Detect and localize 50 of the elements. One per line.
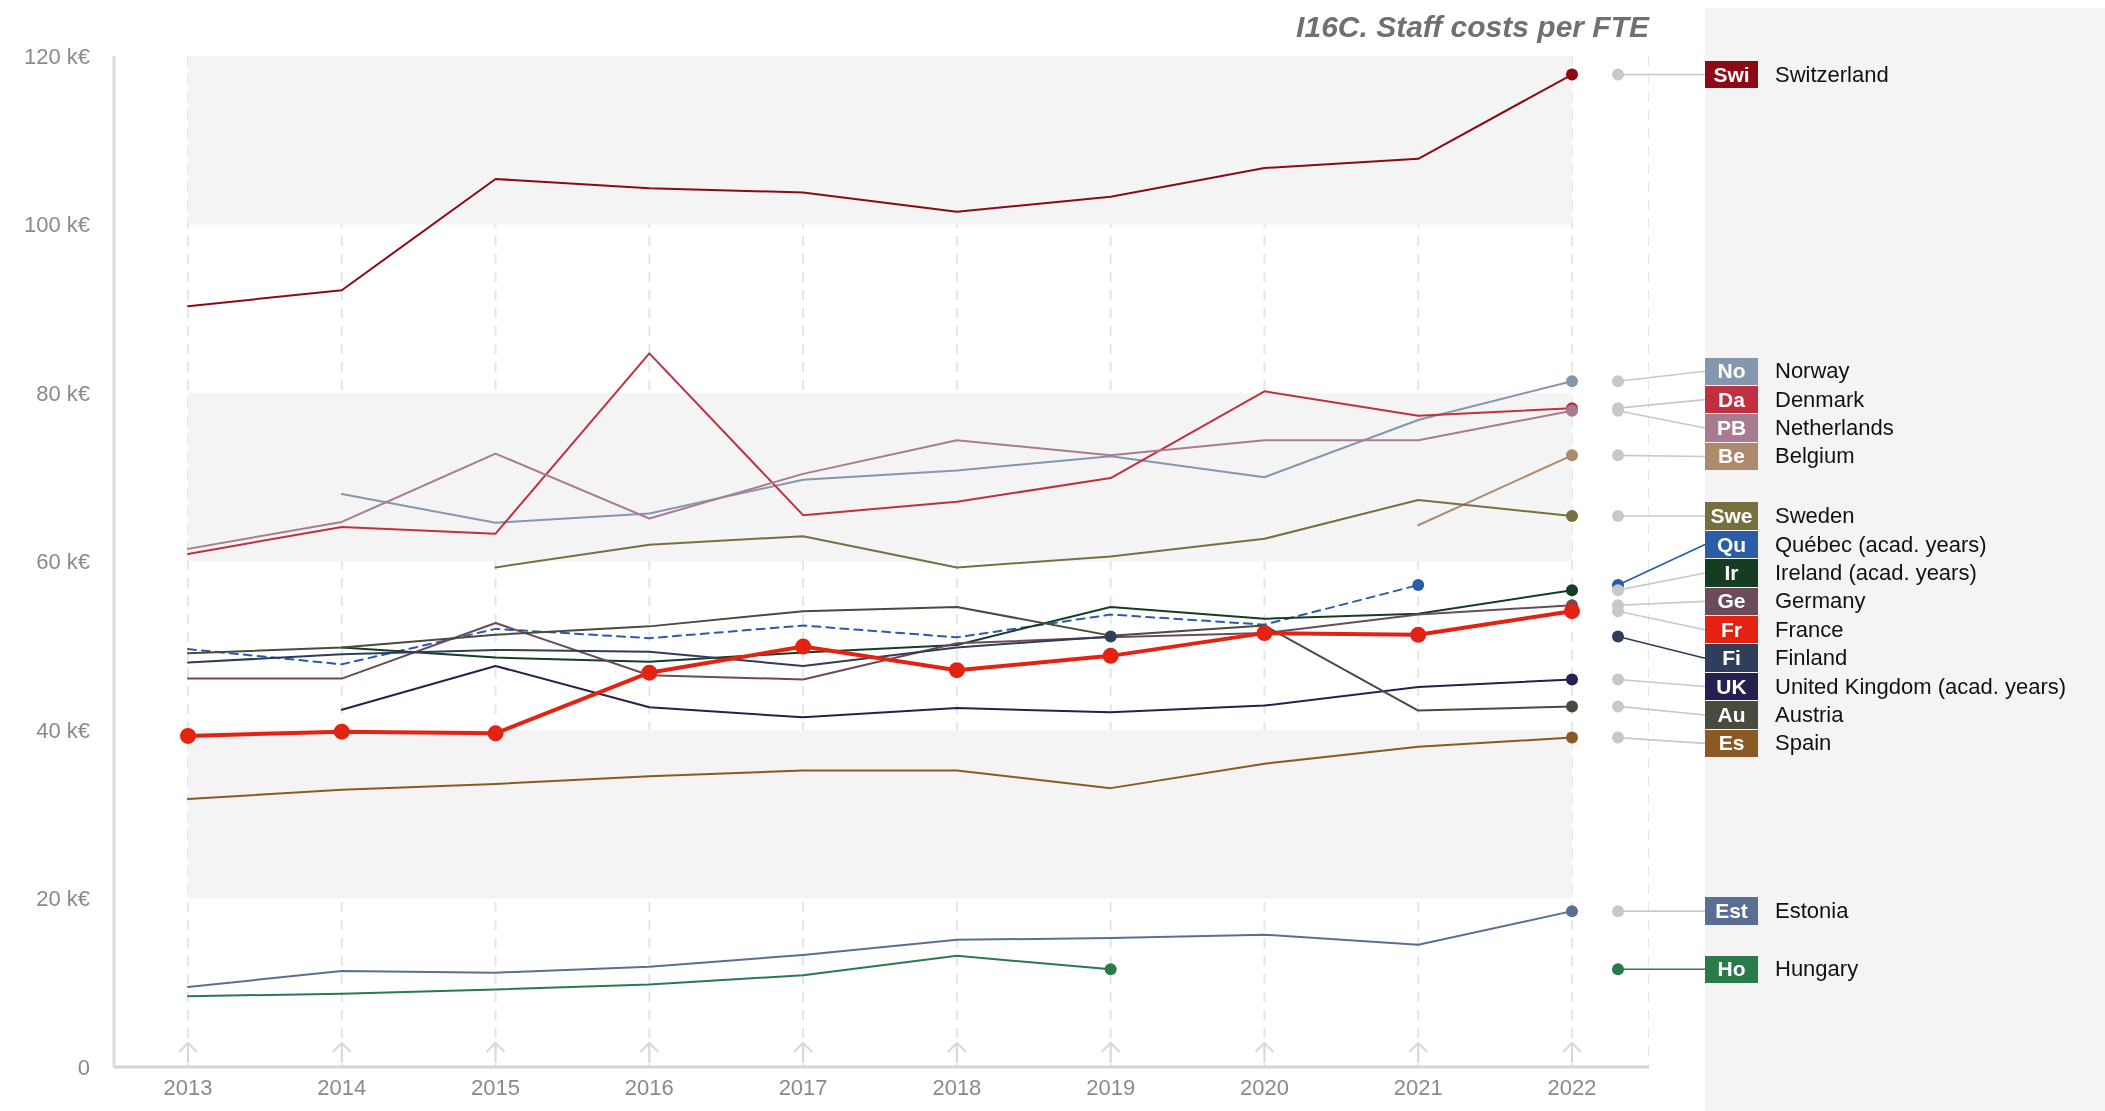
legend-label: Netherlands [1775, 415, 1894, 442]
y-tick-label: 120 k€ [23, 43, 90, 69]
text: Be [1705, 442, 1758, 471]
text: Fi [1705, 644, 1758, 672]
legend-label: Ireland (acad. years) [1775, 559, 1977, 586]
legend-label: Estonia [1775, 898, 1849, 925]
legend-label: Québec (acad. years) [1775, 531, 1987, 558]
chart-title: I16C. Staff costs per FTE [1295, 10, 1649, 44]
text: Est [1705, 897, 1758, 925]
text: Da [1705, 385, 1758, 414]
text: Ir [1705, 559, 1758, 587]
text: Au [1705, 701, 1758, 729]
x-tick-label: 2017 [778, 1074, 828, 1100]
x-tick-label: 2015 [471, 1074, 521, 1100]
legend-label: Switzerland [1775, 61, 1889, 88]
legend-label: United Kingdom (acad. years) [1775, 673, 2067, 700]
x-tick-label: 2020 [1239, 1074, 1289, 1100]
y-tick-label: 100 k€ [23, 212, 90, 238]
legend-label: Norway [1775, 358, 1850, 385]
legend-label: Finland [1775, 645, 1848, 672]
x-tick-label: 2021 [1393, 1074, 1443, 1100]
text: Es [1705, 729, 1758, 758]
legend-label: Belgium [1775, 443, 1855, 470]
y-tick-label: 60 k€ [36, 549, 90, 575]
y-tick-label: 20 k€ [36, 886, 90, 912]
legend-label: Hungary [1775, 956, 1859, 983]
legend-label: Sweden [1775, 502, 1855, 529]
legend-label: Germany [1775, 588, 1866, 615]
text: PB [1705, 414, 1758, 442]
legend-label: Austria [1775, 701, 1844, 728]
text: Qu [1705, 530, 1758, 559]
x-tick-label: 2014 [317, 1074, 367, 1100]
text: Ho [1705, 955, 1758, 983]
x-tick-label: 2019 [1086, 1074, 1136, 1100]
text: No [1705, 357, 1758, 385]
text: Fr [1705, 616, 1758, 644]
text: Swi [1705, 60, 1758, 89]
x-tick-label: 2018 [932, 1074, 982, 1100]
x-tick-label: 2013 [163, 1074, 213, 1100]
legend-label: Spain [1775, 730, 1832, 757]
text: Ge [1705, 587, 1758, 616]
x-tick-label: 2016 [624, 1074, 674, 1100]
x-tick-label: 2022 [1547, 1074, 1597, 1100]
text: UK [1705, 672, 1758, 701]
y-tick-label: 0 [77, 1054, 90, 1080]
y-tick-label: 40 k€ [36, 717, 90, 743]
text: Swe [1705, 502, 1758, 530]
legend-label: France [1775, 616, 1844, 643]
legend-label: Denmark [1775, 386, 1865, 413]
y-tick-label: 80 k€ [36, 380, 90, 406]
